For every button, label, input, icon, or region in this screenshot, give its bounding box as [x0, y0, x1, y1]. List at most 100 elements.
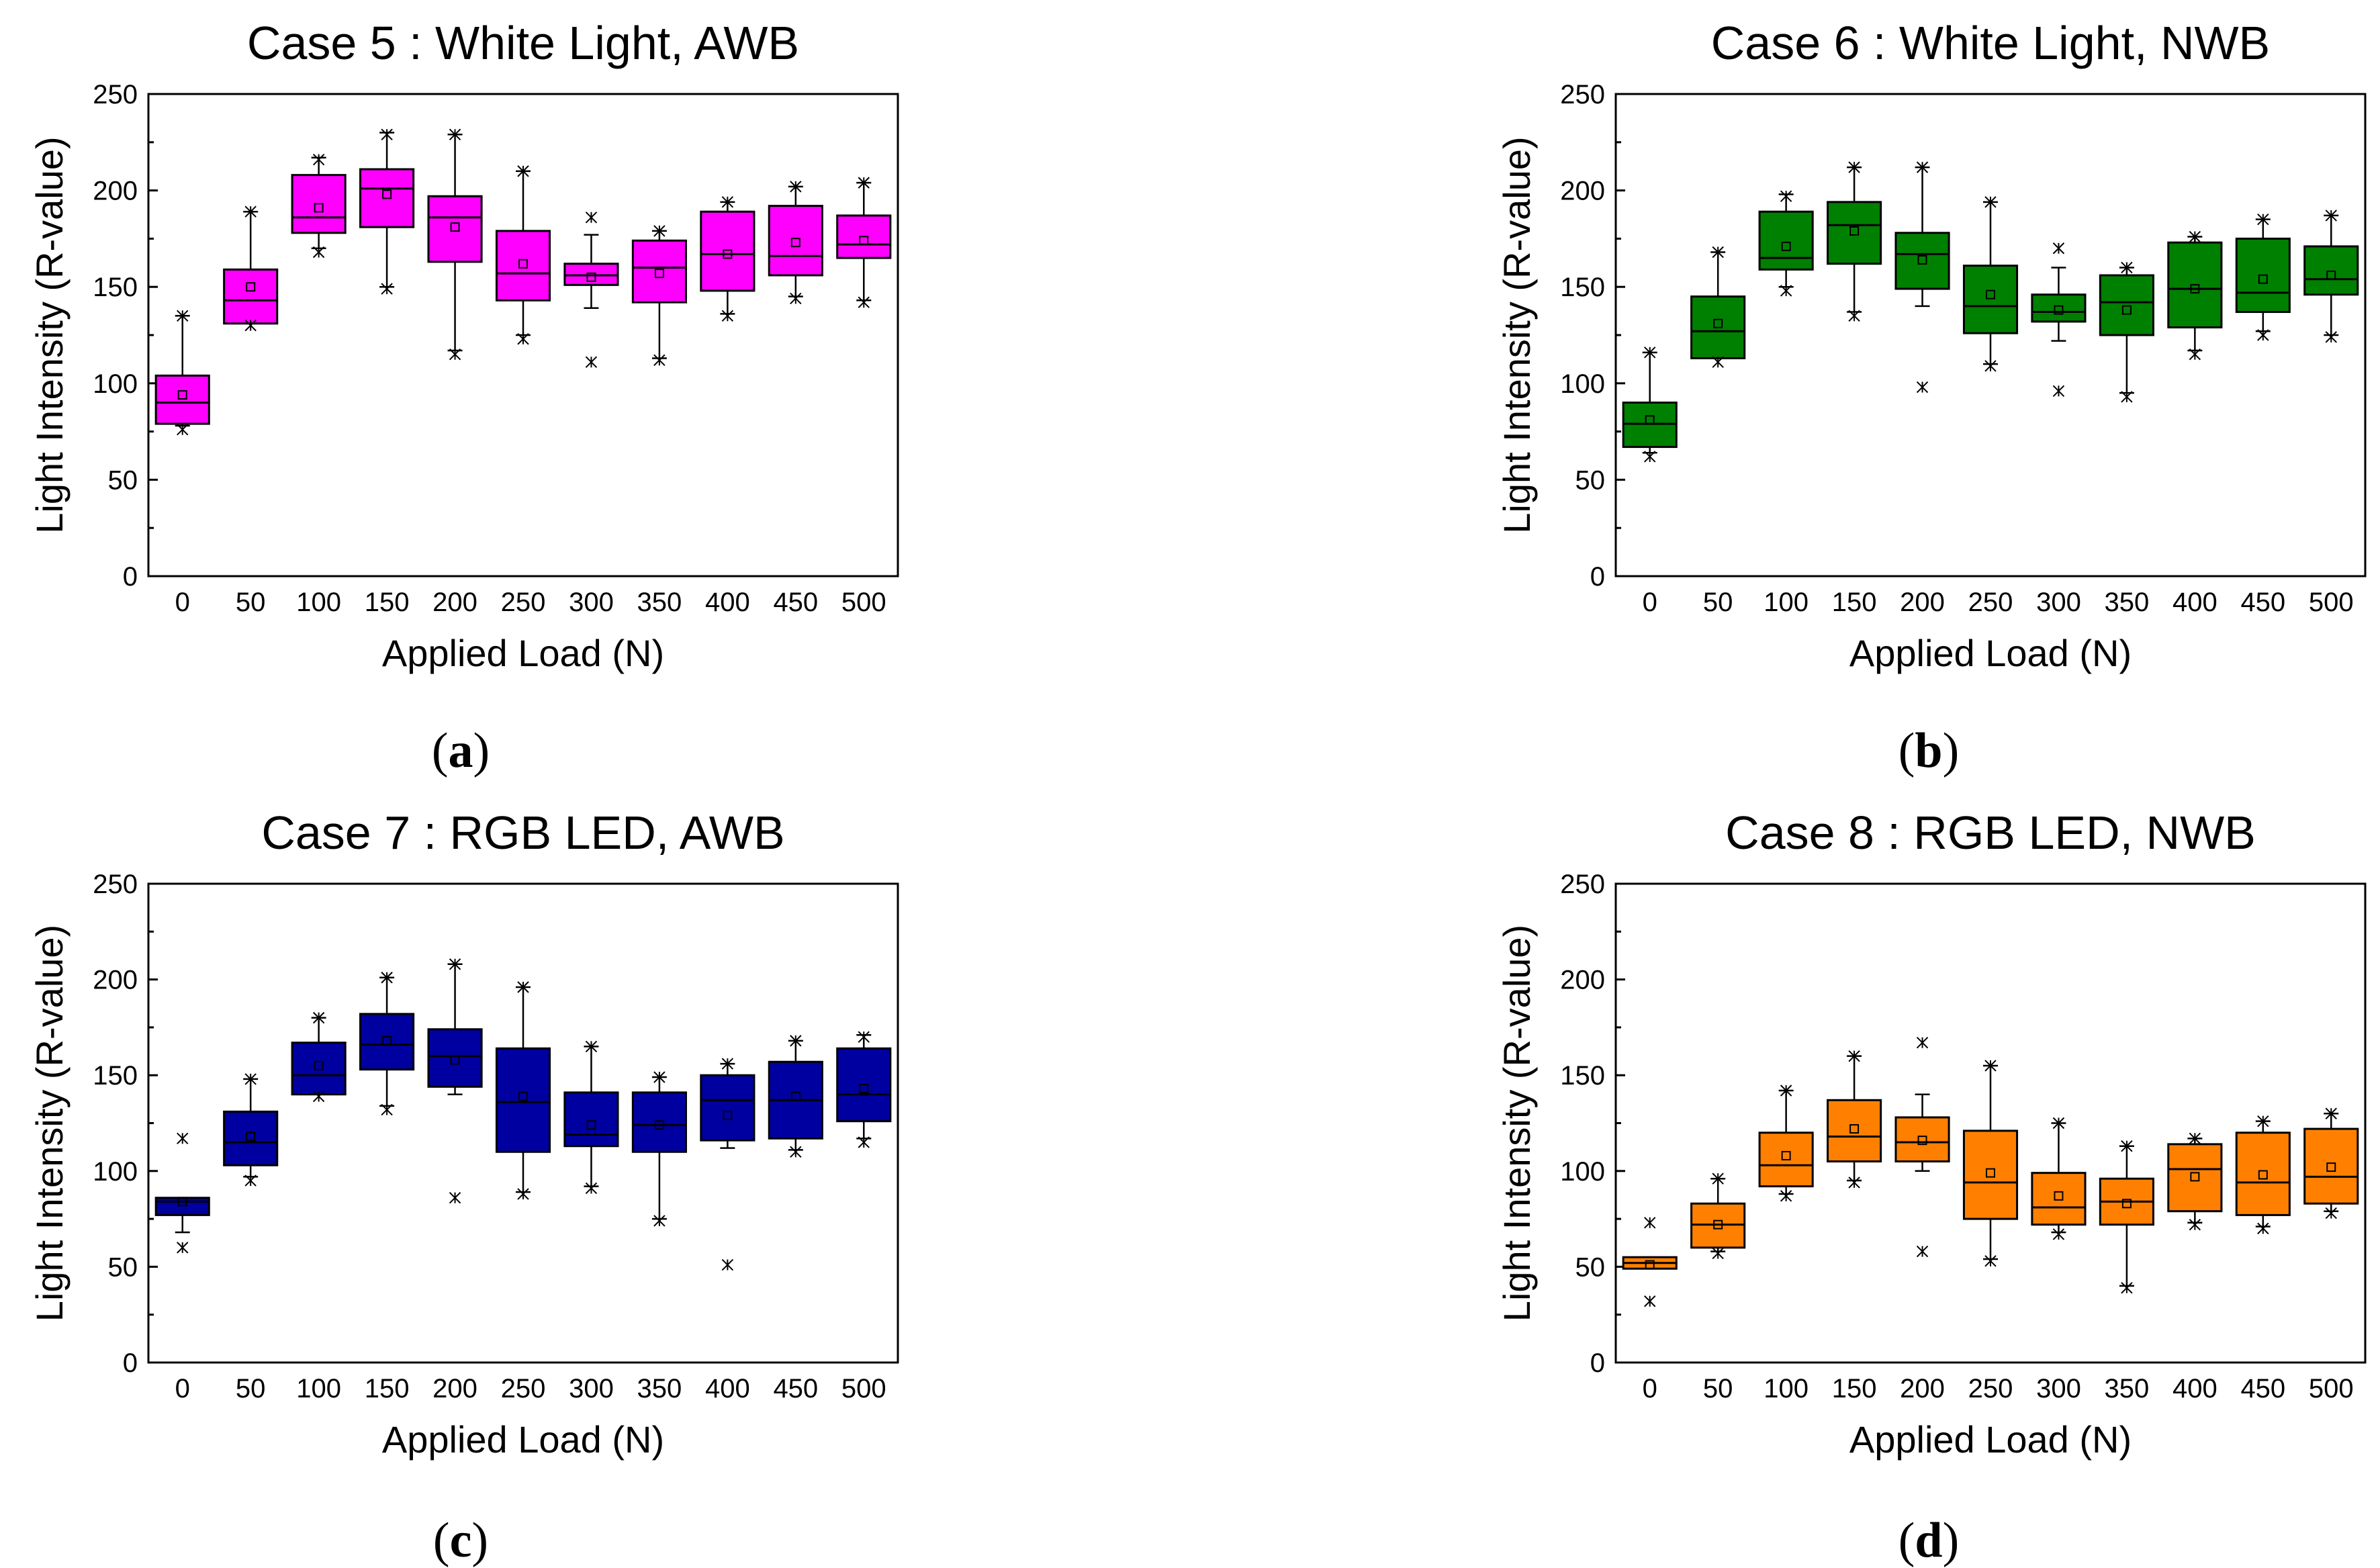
outlier-marker: [585, 356, 598, 368]
box-200: [427, 958, 483, 1204]
x-tick-label: 50: [1703, 1374, 1733, 1403]
mean-marker: [1849, 226, 1860, 236]
outlier-marker: [1848, 161, 1860, 173]
x-tick-label: 400: [705, 588, 750, 617]
outlier-marker: [858, 296, 870, 308]
iqr-box: [154, 374, 210, 425]
mean-marker: [790, 1091, 800, 1101]
outlier-marker: [1712, 1172, 1724, 1185]
y-axis-label: Light Intensity (R-value): [1496, 925, 1538, 1322]
mean-marker: [382, 189, 392, 199]
mean-marker: [654, 1120, 664, 1130]
outlier-marker: [2325, 331, 2337, 343]
iqr-box: [631, 239, 687, 304]
outlier-marker: [312, 1090, 325, 1103]
box-150: [1827, 161, 1882, 322]
outlier-marker: [517, 1188, 529, 1200]
outlier-marker: [721, 1258, 734, 1271]
x-tick-label: 100: [1764, 1374, 1809, 1403]
chart-title: Case 7 : RGB LED, AWB: [261, 806, 784, 859]
y-tick-label: 0: [1590, 562, 1605, 592]
outlier-marker: [1916, 1245, 1929, 1258]
x-tick-label: 200: [1900, 1374, 1945, 1403]
outlier-marker: [585, 212, 598, 224]
iqr-box: [154, 1197, 210, 1216]
x-tick-label: 300: [569, 1374, 614, 1403]
x-tick-label: 500: [841, 1374, 886, 1403]
x-tick-label: 200: [1900, 588, 1945, 617]
box-250: [1962, 196, 2019, 372]
x-tick-label: 50: [236, 1374, 266, 1403]
x-tick-label: 500: [2309, 588, 2354, 617]
outlier-marker: [2325, 1107, 2337, 1119]
mean-marker: [518, 1091, 528, 1101]
box-250: [495, 165, 551, 345]
outlier-marker: [2189, 349, 2201, 361]
x-tick-label: 250: [501, 588, 546, 617]
mean-marker: [1645, 1260, 1655, 1270]
outlier-marker: [517, 981, 529, 993]
outlier-marker: [790, 292, 802, 305]
box-350: [631, 1071, 687, 1227]
box-50: [1690, 246, 1746, 368]
y-tick-label: 100: [1560, 369, 1605, 399]
box-200: [1894, 161, 1950, 394]
iqr-box: [1827, 201, 1882, 265]
mean-marker: [2326, 270, 2336, 280]
box-100: [1758, 190, 1814, 297]
mean-marker: [2326, 1162, 2336, 1172]
outlier-marker: [1644, 1295, 1656, 1307]
panel-label: (d): [1898, 1513, 1959, 1568]
mean-marker: [314, 1060, 324, 1070]
outlier-marker: [1916, 1037, 1929, 1049]
x-tick-label: 150: [365, 1374, 410, 1403]
mean-marker: [177, 1197, 187, 1207]
iqr-box: [631, 1091, 687, 1153]
iqr-box: [1962, 265, 2019, 334]
box-0: [1622, 1217, 1678, 1307]
mean-marker: [2054, 1191, 2064, 1201]
outlier-marker: [244, 1073, 257, 1085]
mean-marker: [790, 238, 800, 248]
box-450: [768, 1035, 823, 1158]
x-tick-label: 200: [432, 588, 477, 617]
chart-title: Case 5 : White Light, AWB: [247, 17, 799, 69]
y-tick-label: 150: [1560, 1061, 1605, 1091]
y-tick-label: 50: [1575, 465, 1606, 495]
box-0: [154, 310, 210, 436]
x-tick-label: 300: [2036, 588, 2081, 617]
chart-panel-b: Case 6 : White Light, NWB 0 50 100 150 200 250…: [1496, 17, 2367, 778]
iqr-box: [427, 195, 483, 263]
iqr-box: [1827, 1099, 1882, 1163]
y-tick-label: 250: [93, 80, 138, 109]
outlier-marker: [2257, 213, 2269, 226]
panel-label-close: ): [473, 723, 490, 778]
outlier-marker: [1848, 1050, 1860, 1062]
outlier-marker: [2257, 1115, 2269, 1127]
panel-label-open: (: [1898, 723, 1915, 778]
x-tick-label: 250: [501, 1374, 546, 1403]
y-tick-label: 150: [1560, 273, 1605, 302]
iqr-box: [1758, 210, 1814, 271]
outlier-marker: [858, 1136, 870, 1148]
outlier-marker: [2121, 1140, 2133, 1152]
y-tick-label: 200: [1560, 177, 1605, 206]
outlier-marker: [2121, 391, 2133, 403]
box-50: [223, 205, 279, 332]
x-tick-label: 0: [1643, 1374, 1657, 1403]
iqr-box: [1894, 232, 1950, 290]
outlier-marker: [2121, 261, 2133, 274]
outlier-marker: [177, 1242, 189, 1254]
outlier-marker: [449, 958, 461, 970]
y-tick-label: 50: [108, 465, 138, 495]
outlier-marker: [790, 1035, 802, 1047]
iqr-box: [223, 268, 279, 325]
box-250: [495, 981, 551, 1200]
outlier-marker: [790, 181, 802, 193]
mean-marker: [1917, 255, 1927, 265]
box-200: [1894, 1037, 1950, 1258]
outlier-marker: [1780, 190, 1792, 202]
mean-marker: [1917, 1136, 1927, 1146]
outlier-marker: [653, 225, 666, 237]
